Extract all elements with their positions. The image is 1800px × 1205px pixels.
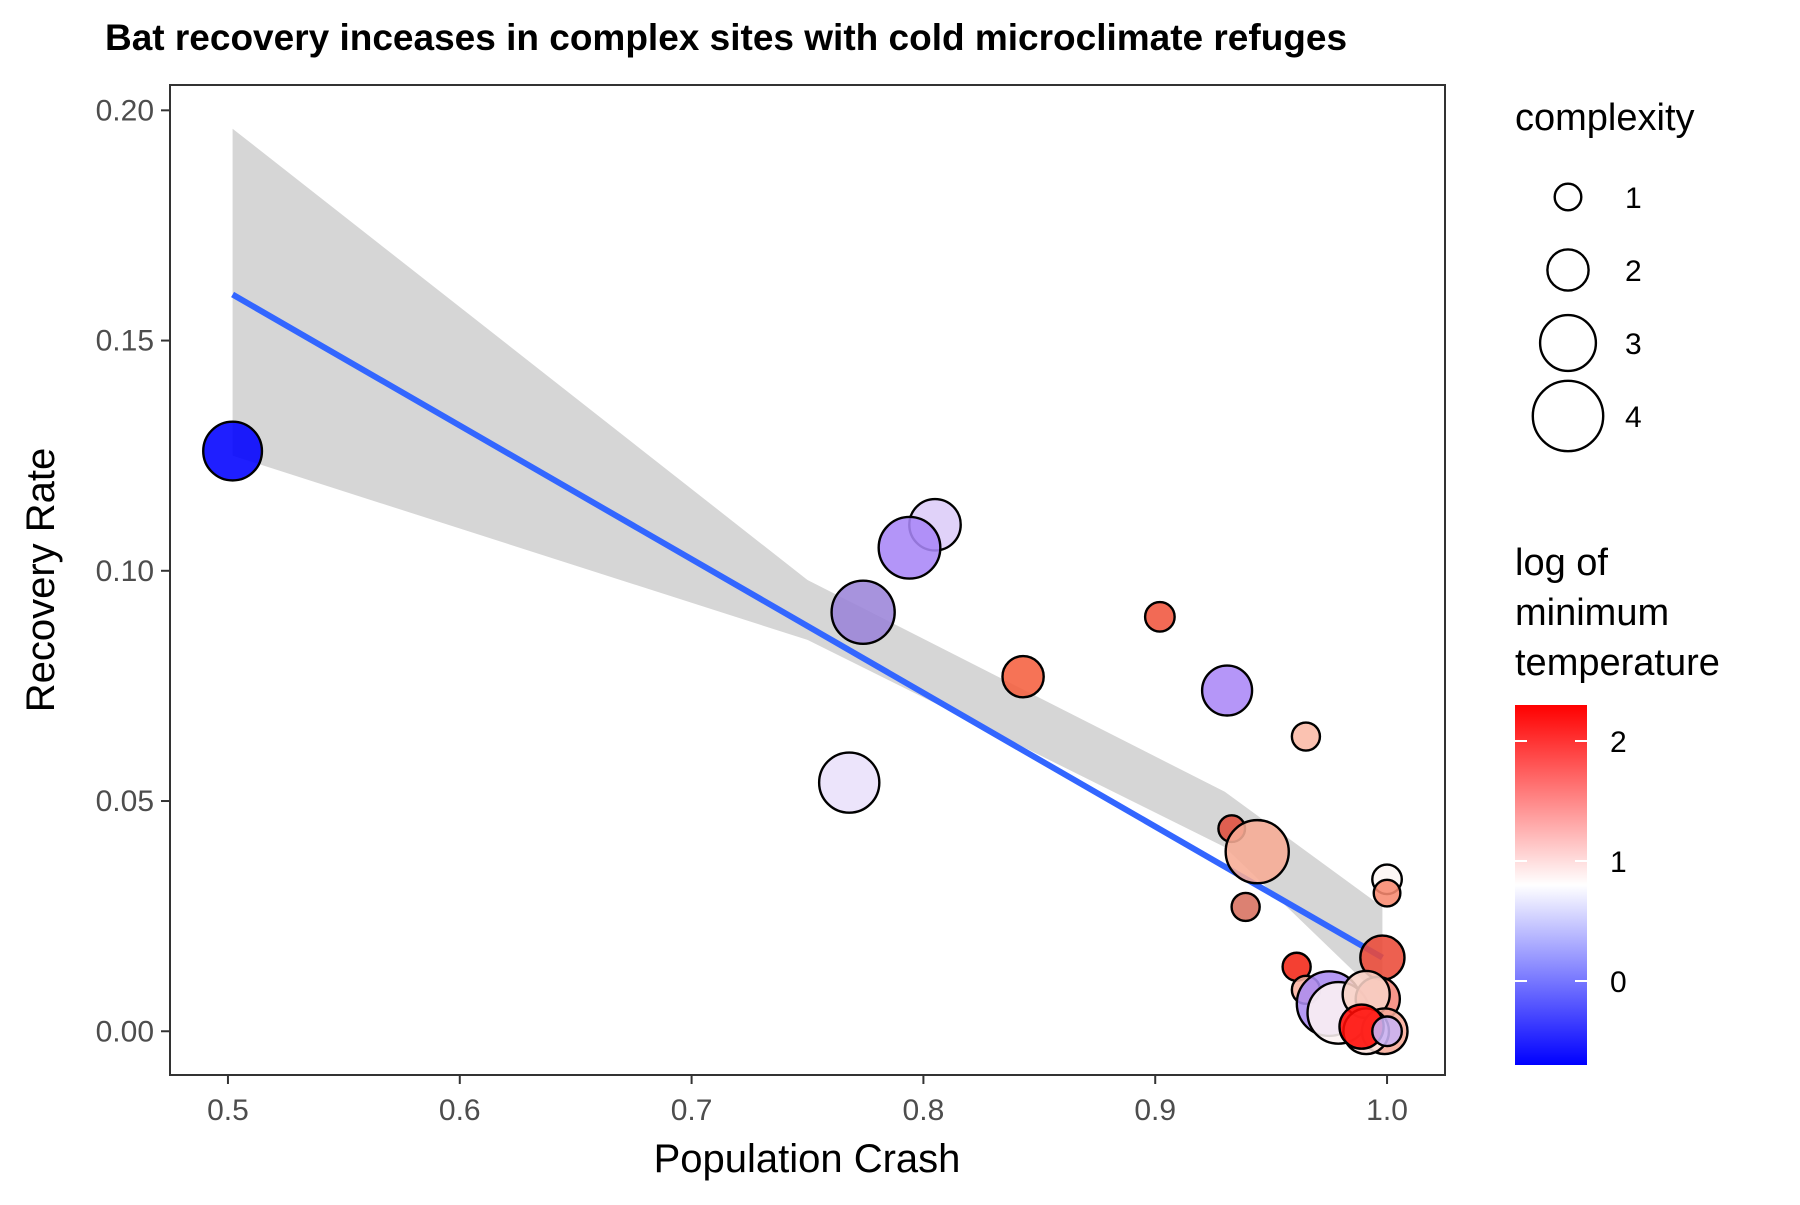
size-legend-title: complexity (1515, 97, 1695, 139)
size-legend-label: 3 (1625, 328, 1642, 361)
y-tick-label: 0.05 (96, 785, 154, 818)
color-legend-title-line-3: temperature (1515, 642, 1720, 684)
y-tick-label: 0.00 (96, 1015, 154, 1048)
x-tick-label: 0.5 (207, 1094, 249, 1127)
data-point (1200, 664, 1254, 717)
confidence-ribbon (232, 128, 1383, 999)
panel-border (169, 84, 1446, 1076)
size-legend-key (1531, 379, 1605, 453)
color-legend-title: log of minimum temperature (1515, 542, 1720, 684)
data-point (1001, 654, 1045, 699)
size-legend-label: 1 (1625, 182, 1642, 215)
x-axis-title: Population Crash (654, 1137, 961, 1181)
size-legend-key (1553, 182, 1583, 212)
y-axis: 0.00 0.05 0.10 0.15 0.20 (96, 94, 170, 1048)
size-legend-label: 4 (1625, 401, 1642, 434)
x-tick-label: 0.7 (671, 1094, 713, 1127)
regression-line (231, 291, 1384, 961)
size-legend: complexity 1 2 3 4 (1515, 97, 1695, 453)
size-legend-key (1546, 248, 1590, 292)
colorbar-label: 1 (1610, 846, 1627, 879)
data-point (1143, 600, 1176, 633)
color-legend: log of minimum temperature 0 1 2 (1515, 542, 1720, 1065)
x-tick-label: 1.0 (1366, 1094, 1408, 1127)
color-legend-title-line-1: log of (1515, 542, 1608, 584)
data-point (1230, 891, 1261, 923)
data-point (877, 515, 942, 580)
color-legend-title-line-2: minimum (1515, 592, 1669, 634)
data-points (202, 420, 1409, 1056)
chart-title: Bat recovery inceases in complex sites w… (105, 17, 1347, 58)
colorbar-label: 2 (1610, 726, 1627, 759)
data-point (1372, 878, 1402, 908)
data-point (202, 420, 264, 482)
data-point (1290, 721, 1322, 752)
y-axis-title: Recovery Rate (19, 448, 63, 713)
data-point (1224, 818, 1290, 885)
data-point (1371, 1015, 1404, 1048)
x-tick-label: 0.6 (439, 1094, 481, 1127)
y-tick-label: 0.20 (96, 94, 154, 127)
data-point (830, 579, 896, 645)
data-point (817, 751, 881, 814)
y-tick-label: 0.15 (96, 325, 154, 358)
x-axis: 0.5 0.6 0.7 0.8 0.9 1.0 (207, 1075, 1408, 1127)
colorbar (1515, 705, 1587, 1065)
x-tick-label: 0.9 (1134, 1094, 1176, 1127)
plot-content (202, 128, 1409, 1056)
size-legend-key (1538, 313, 1598, 373)
plot-panel (169, 84, 1446, 1076)
size-legend-label: 2 (1625, 255, 1642, 288)
colorbar-label: 0 (1610, 966, 1627, 999)
x-tick-label: 0.8 (903, 1094, 945, 1127)
y-tick-label: 0.10 (96, 555, 154, 588)
